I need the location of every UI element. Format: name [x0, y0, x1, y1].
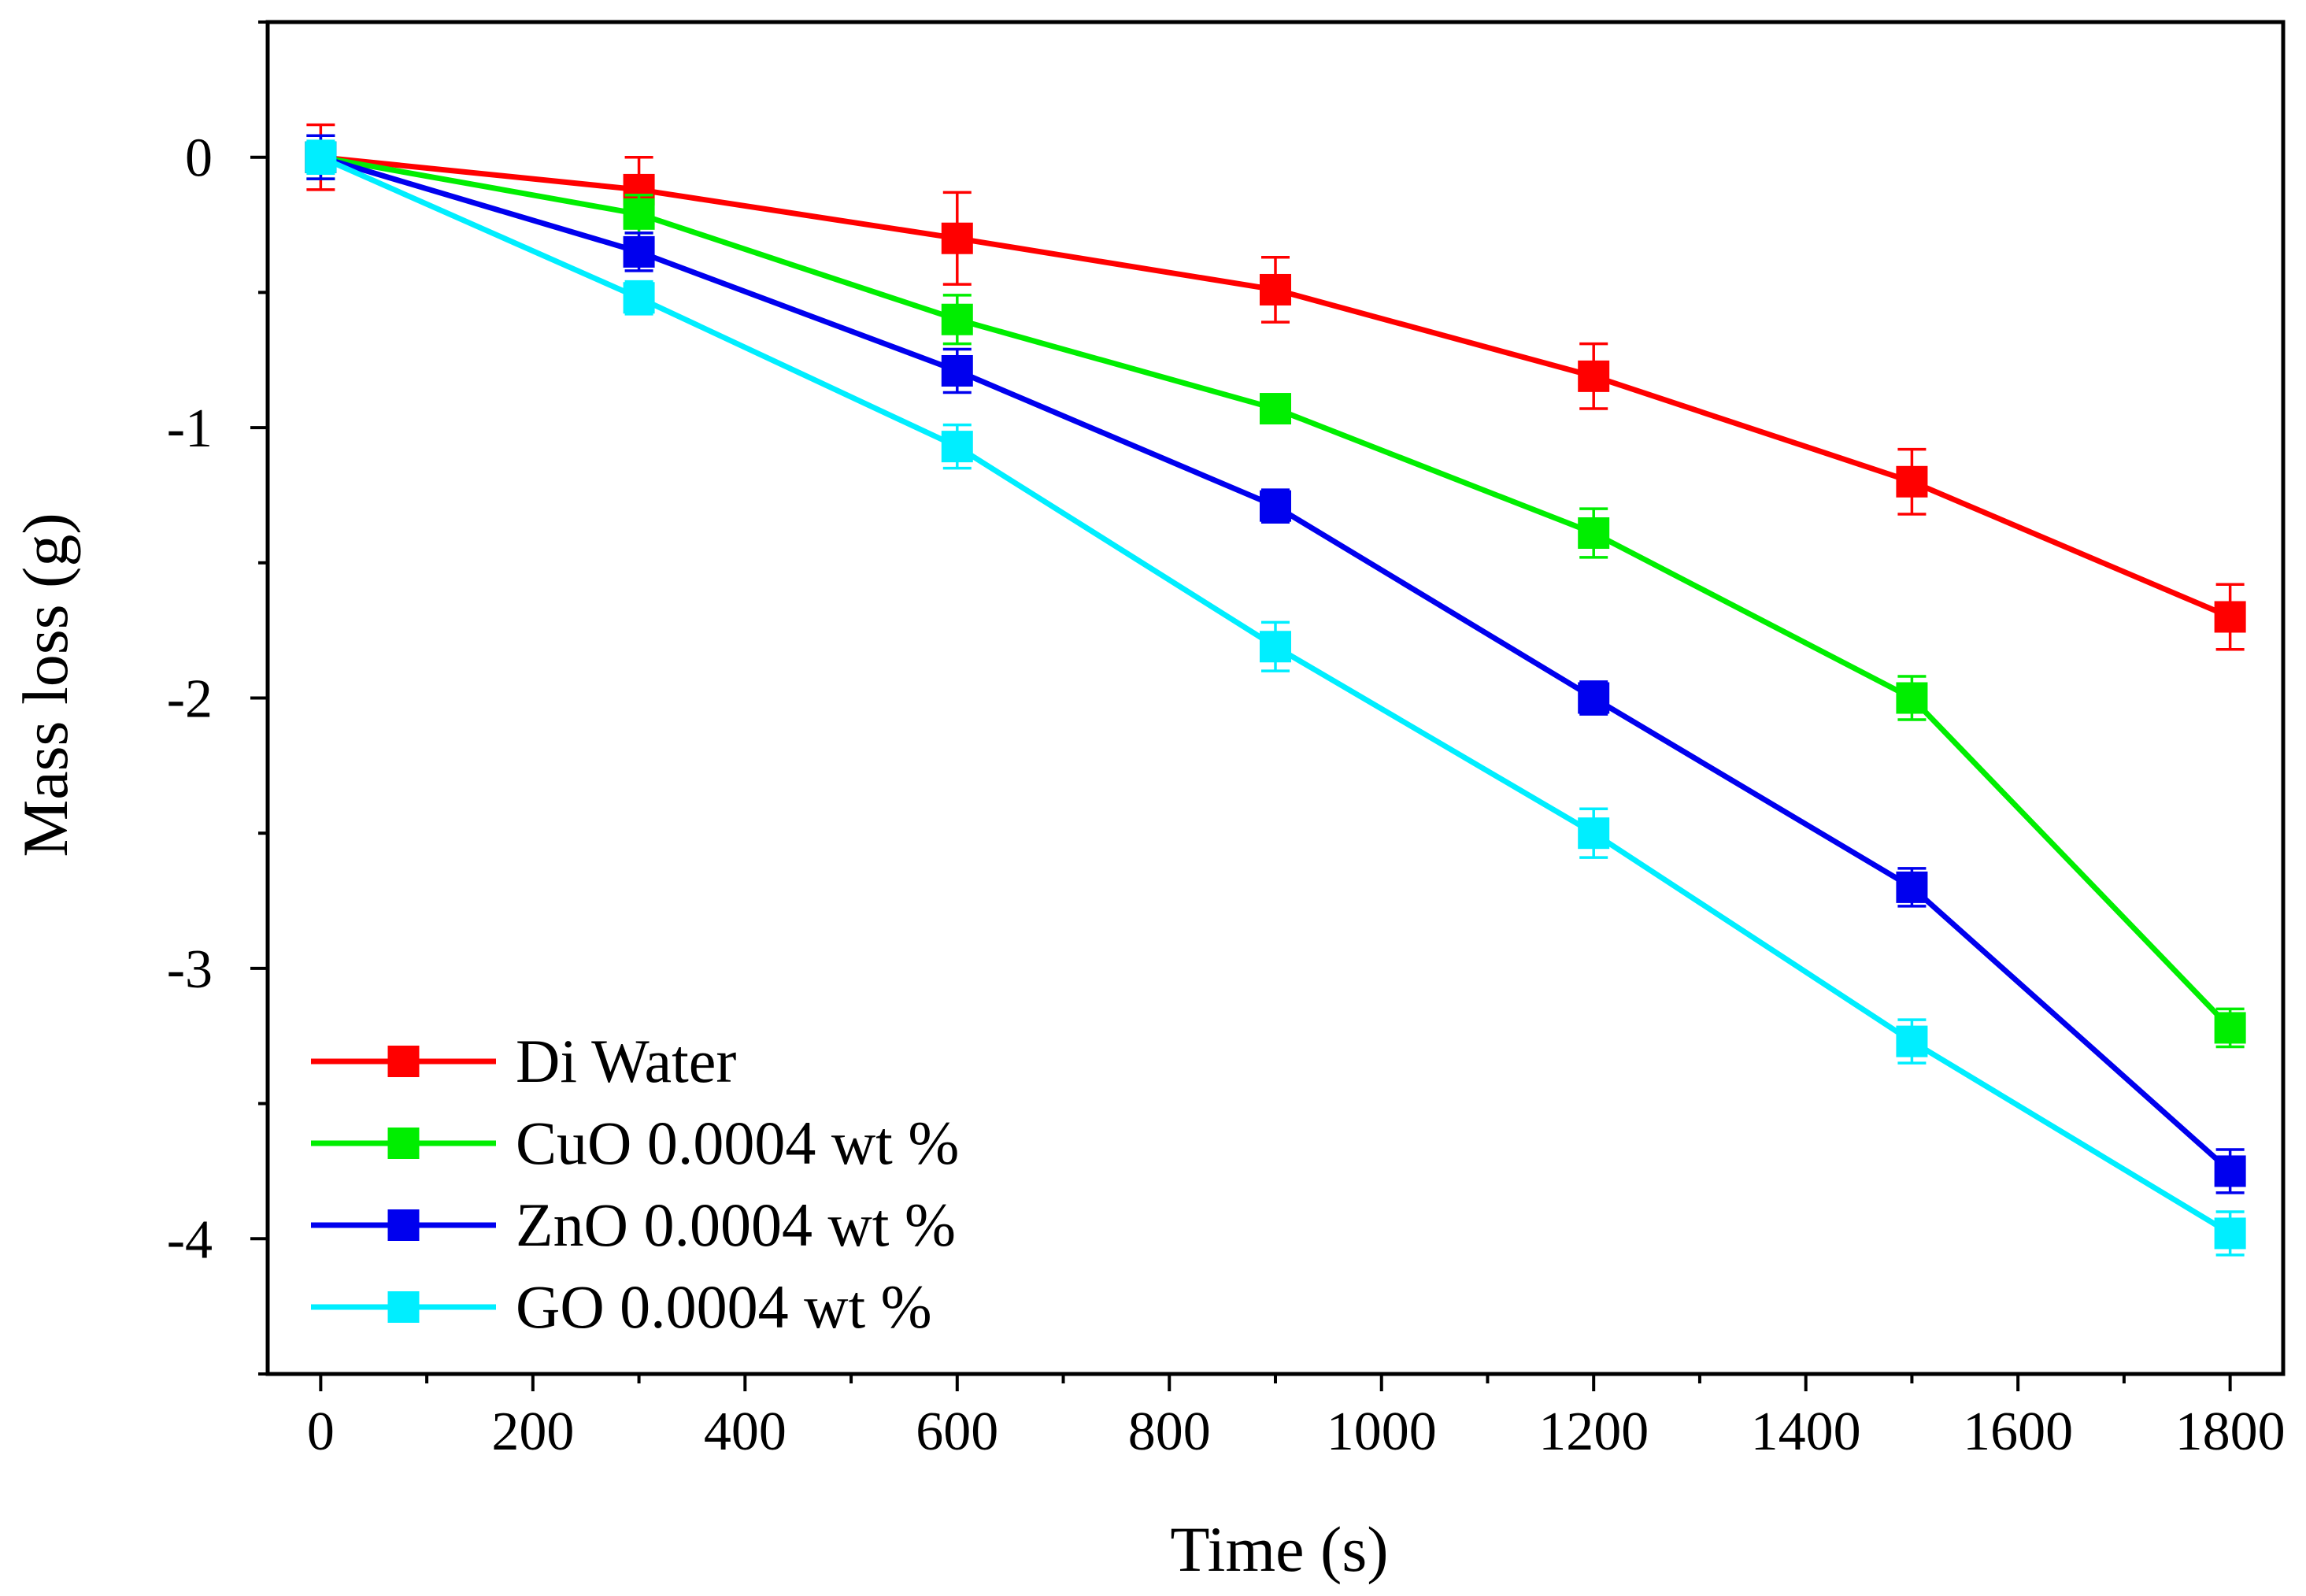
series-4	[305, 139, 2246, 1257]
x-tick-label: 1000	[1327, 1402, 1437, 1462]
legend-entry-2: CuO 0.0004 wt %	[311, 1109, 959, 1177]
x-tick-label: 400	[704, 1402, 787, 1462]
series-line	[320, 154, 2231, 620]
x-tick-label: 1200	[1538, 1402, 1649, 1462]
data-point	[2214, 601, 2246, 633]
y-tick-label: -2	[167, 669, 213, 730]
x-tick-label: 1600	[1963, 1402, 2073, 1462]
data-point	[1260, 273, 1291, 305]
data-point	[305, 141, 337, 173]
legend-marker	[387, 1046, 420, 1077]
series-1	[305, 123, 2246, 651]
data-point	[623, 198, 655, 230]
data-point	[941, 303, 973, 335]
data-point	[1896, 1025, 1928, 1057]
data-point	[2214, 1012, 2246, 1044]
data-point	[2214, 1155, 2246, 1187]
plot-area: 0 200 400 600 800 1000 1200 1400 1600 1800 0 -1 -2 -3…	[167, 20, 2286, 1462]
x-tick-label: 0	[307, 1402, 335, 1462]
x-tick-label: 1800	[2175, 1402, 2286, 1462]
y-tick-label: -1	[167, 398, 213, 459]
legend-entry-1: Di Water	[311, 1027, 736, 1095]
y-tick-label: -4	[167, 1209, 213, 1270]
data-point	[941, 354, 973, 387]
series-layer	[305, 123, 2246, 1257]
data-point	[2214, 1217, 2246, 1250]
legend-entry-3: ZnO 0.0004 wt %	[311, 1191, 956, 1259]
legend-label: Di Water	[516, 1027, 736, 1095]
data-point	[941, 431, 973, 463]
data-point	[1896, 871, 1928, 903]
data-point	[1578, 682, 1610, 714]
data-point	[941, 222, 973, 254]
y-tick-label: -3	[167, 939, 213, 1000]
data-point	[1578, 360, 1610, 392]
data-point	[623, 282, 655, 314]
data-point	[1896, 682, 1928, 714]
legend-entry-4: GO 0.0004 wt %	[311, 1272, 932, 1341]
series-2	[305, 134, 2246, 1049]
data-point	[1578, 517, 1610, 550]
legend-marker	[387, 1209, 420, 1241]
legend-label: GO 0.0004 wt %	[516, 1272, 932, 1341]
x-tick-label: 600	[916, 1402, 998, 1462]
data-point	[1260, 490, 1291, 522]
legend: Di Water CuO 0.0004 wt % ZnO 0.0004 wt % GO…	[311, 1027, 959, 1341]
legend-marker	[387, 1291, 420, 1323]
x-tick-label: 800	[1128, 1402, 1211, 1462]
x-tick-label: 1400	[1751, 1402, 1861, 1462]
y-tick-label: 0	[185, 128, 213, 189]
x-axis-title: Time (s)	[1170, 1513, 1388, 1585]
data-point	[1578, 817, 1610, 850]
legend-label: CuO 0.0004 wt %	[516, 1109, 959, 1177]
data-point	[1260, 631, 1291, 663]
x-tick-label: 200	[491, 1402, 574, 1462]
y-axis-title: Mass loss (g)	[9, 513, 81, 857]
data-point	[623, 235, 655, 268]
data-point	[1260, 393, 1291, 425]
data-point	[1896, 465, 1928, 498]
legend-label: ZnO 0.0004 wt %	[516, 1191, 956, 1259]
legend-marker	[387, 1128, 420, 1159]
